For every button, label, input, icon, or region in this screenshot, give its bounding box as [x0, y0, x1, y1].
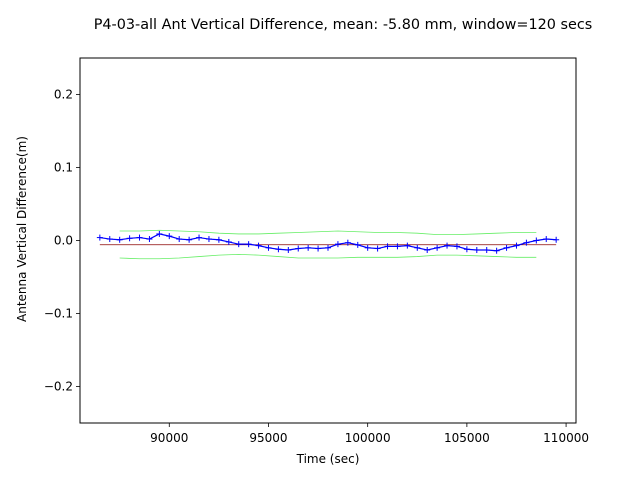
data-point [295, 245, 302, 252]
data-point [553, 236, 560, 243]
data-point [106, 236, 113, 243]
x-tick-label: 90000 [150, 431, 188, 445]
series-line-upper-bound [119, 229, 537, 236]
data-point [205, 236, 212, 243]
axis-layer: 90000 95000 100000 105000 110000 −0.2 −0.1 0.0 0… [44, 88, 589, 446]
chart-title: P4-03-all Ant Vertical Difference, mean:… [94, 17, 593, 33]
data-point [513, 242, 520, 249]
data-point [414, 244, 421, 251]
data-point [334, 241, 341, 248]
data-point [444, 242, 451, 249]
x-tick-label: 105000 [444, 431, 490, 445]
data-point [136, 234, 143, 241]
data-point [483, 246, 490, 253]
data-point [275, 246, 282, 253]
data-point [285, 246, 292, 253]
data-point [156, 230, 163, 237]
data-point [325, 244, 331, 251]
data-point [146, 236, 153, 243]
x-tick-label: 100000 [345, 431, 391, 445]
y-tick-label: 0.2 [54, 88, 73, 102]
data-point [354, 241, 361, 248]
series-layer [96, 229, 560, 260]
data-point [186, 236, 193, 243]
data-point [255, 242, 262, 249]
data-point [384, 243, 391, 250]
data-point [404, 242, 411, 249]
data-point [473, 246, 480, 253]
x-axis-label: Time (sec) [296, 452, 360, 466]
data-point [364, 244, 371, 251]
data-point [215, 236, 222, 243]
y-tick-label: 0.1 [54, 161, 73, 175]
data-point [374, 245, 381, 252]
data-point [344, 239, 351, 246]
x-tick-label: 110000 [543, 431, 589, 445]
data-point [176, 236, 183, 243]
data-point [166, 233, 173, 240]
data-point [116, 236, 123, 243]
data-point [265, 244, 272, 251]
data-point [533, 237, 540, 244]
data-point [493, 247, 500, 254]
y-axis-label: Antenna Vertical Difference(m) [15, 136, 29, 322]
data-point [543, 236, 550, 243]
y-tick-label: −0.1 [44, 307, 73, 321]
data-point [424, 246, 431, 253]
data-point [225, 238, 232, 245]
data-point [463, 246, 470, 253]
data-point [503, 244, 510, 251]
x-tick-label: 95000 [249, 431, 287, 445]
data-point [394, 243, 401, 250]
y-tick-label: −0.2 [44, 380, 73, 394]
data-point [96, 234, 103, 241]
series-line-lower-bound [119, 253, 537, 260]
data-point [196, 234, 203, 241]
data-point [305, 244, 312, 251]
data-point [453, 243, 460, 250]
y-tick-label: 0.0 [54, 234, 73, 248]
data-point [434, 244, 441, 251]
plot-frame [79, 57, 577, 424]
data-point [245, 241, 252, 248]
data-point [523, 239, 530, 246]
data-point [235, 241, 242, 248]
data-point [126, 235, 133, 242]
data-point [315, 245, 322, 252]
